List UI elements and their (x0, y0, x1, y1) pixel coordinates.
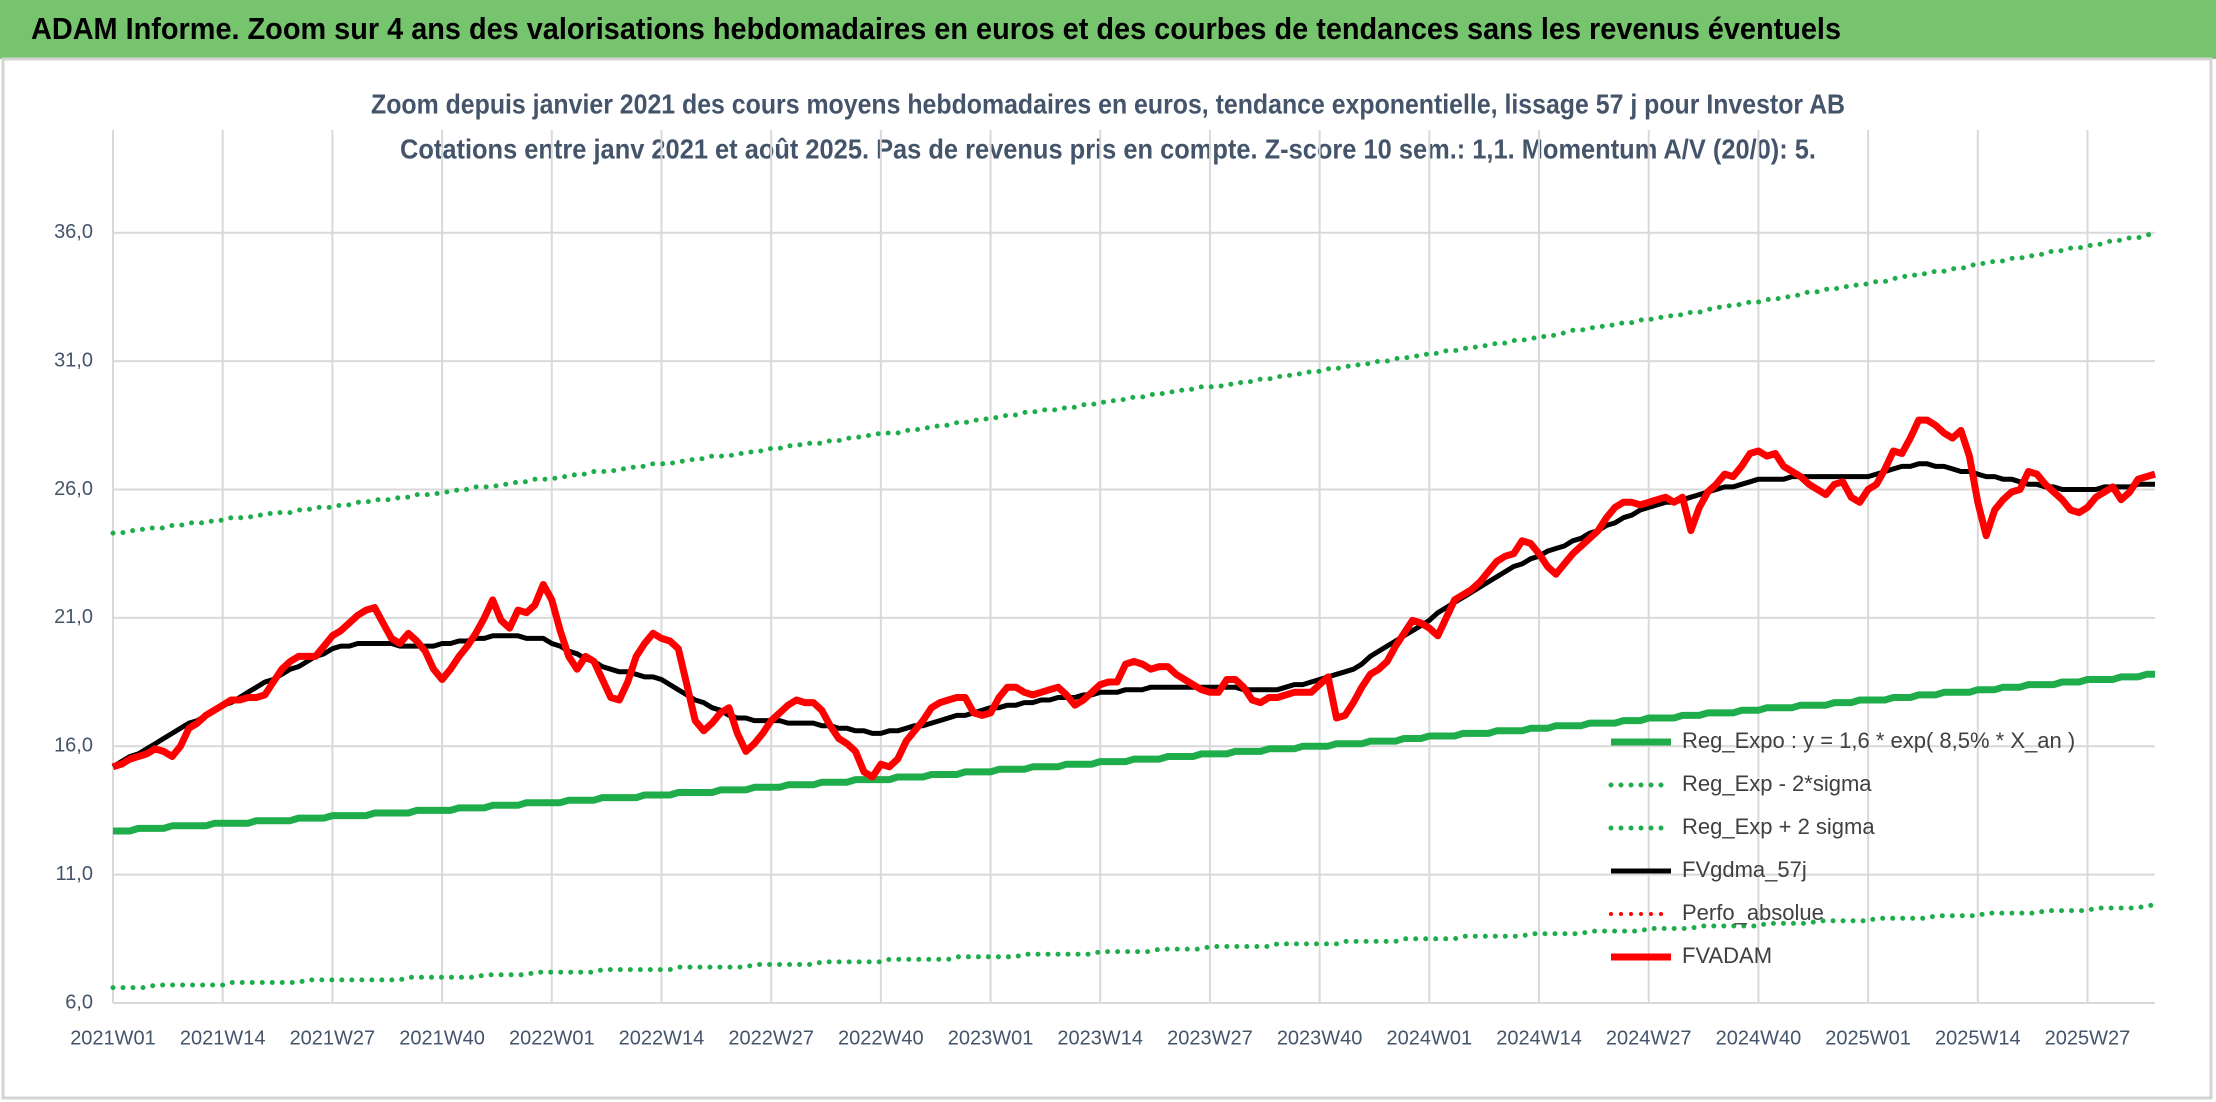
series-line (110, 230, 2158, 536)
legend-label: FVADAM (1682, 943, 1772, 968)
x-tick-label: 2023W40 (1277, 1027, 1363, 1049)
x-tick-label: 2025W01 (1825, 1027, 1911, 1049)
y-tick-label: 11,0 (56, 863, 93, 885)
y-tick-label: 6,0 (65, 991, 93, 1013)
series-line (110, 902, 2158, 991)
legend-label: FVgdma_57j (1682, 857, 1807, 882)
chart-subtitle: Cotations entre janv 2021 et août 2025. … (400, 133, 1816, 164)
legend-label: Reg_Exp - 2*sigma (1682, 771, 1872, 796)
series-line (111, 461, 2155, 769)
x-tick-label: 2022W01 (509, 1027, 595, 1049)
x-tick-label: 2022W14 (619, 1027, 705, 1049)
legend-label: Perfo_absolue (1682, 900, 1824, 925)
y-tick-label: 36,0 (54, 221, 93, 243)
y-tick-label: 26,0 (54, 478, 93, 500)
y-tick-label: 31,0 (54, 349, 93, 371)
plot (110, 230, 2158, 991)
legend-label: Reg_Expo : y = 1,6 * exp( 8,5% * X_an ) (1682, 728, 2075, 753)
x-tick-label: 2024W14 (1496, 1027, 1582, 1049)
x-tick-label: 2021W01 (70, 1027, 156, 1049)
header-bar (0, 0, 2216, 59)
series-line (113, 670, 2155, 835)
x-tick-label: 2021W14 (180, 1027, 266, 1049)
header-title: ADAM Informe. Zoom sur 4 ans des valoris… (31, 11, 1841, 46)
x-tick-label: 2021W40 (399, 1027, 485, 1049)
x-tick-label: 2024W27 (1606, 1027, 1692, 1049)
x-tick-label: 2025W27 (2045, 1027, 2131, 1049)
x-tick-label: 2023W14 (1057, 1027, 1143, 1049)
chart-frame (1, 57, 2213, 1100)
x-tick-label: 2025W14 (1935, 1027, 2021, 1049)
x-tick-label: 2022W27 (728, 1027, 814, 1049)
y-tick-label: 21,0 (54, 606, 93, 628)
series-line (111, 416, 2156, 781)
x-tick-label: 2024W40 (1716, 1027, 1802, 1049)
x-tick-label: 2022W40 (838, 1027, 924, 1049)
grid: 6,0 11,0 16,0 21,0 26,0 31,0 36,0 2021W01 2021W1… (54, 130, 2155, 1049)
y-tick-label: 16,0 (54, 735, 93, 757)
chart-title: Zoom depuis janvier 2021 des cours moyen… (371, 88, 1845, 119)
x-tick-label: 2023W27 (1167, 1027, 1253, 1049)
x-tick-label: 2024W01 (1387, 1027, 1473, 1049)
legend-label: Reg_Exp + 2 sigma (1682, 814, 1875, 839)
x-tick-label: 2023W01 (948, 1027, 1034, 1049)
x-tick-label: 2021W27 (290, 1027, 376, 1049)
legend: Reg_Expo : y = 1,6 * exp( 8,5% * X_an ) R… (1608, 728, 2075, 968)
